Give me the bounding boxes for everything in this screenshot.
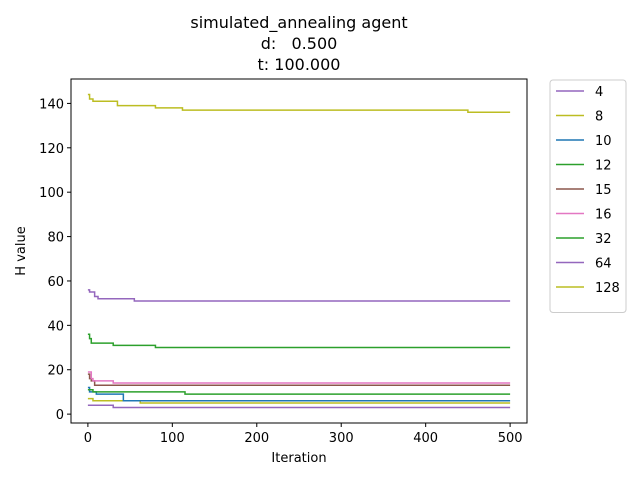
legend-frame <box>549 79 627 313</box>
y-tick-label: 40 <box>47 319 64 334</box>
series-line-64 <box>87 289 511 302</box>
y-tick-label: 0 <box>56 408 64 423</box>
legend-label-10: 10 <box>595 134 612 149</box>
chart-title-line: t: 100.000 <box>258 55 341 74</box>
legend-label-32: 32 <box>595 232 612 247</box>
chart-title-line: d: 0.500 <box>261 34 338 53</box>
series-line-8 <box>87 397 511 404</box>
legend-label-12: 12 <box>595 159 612 174</box>
series-line-4 <box>87 404 511 409</box>
x-tick-label: 0 <box>84 431 92 446</box>
x-tick-label: 300 <box>329 431 354 446</box>
x-tick-label: 100 <box>160 431 185 446</box>
y-axis-label: H value <box>14 226 29 275</box>
series-line-12 <box>87 388 511 395</box>
series-line-15 <box>87 373 511 387</box>
plot-area <box>87 93 511 409</box>
x-axis-label: Iteration <box>271 451 326 466</box>
plot-frame <box>70 78 528 424</box>
x-tick-label: 500 <box>498 431 523 446</box>
y-tick-label: 140 <box>39 97 64 112</box>
legend-label-4: 4 <box>595 85 603 100</box>
legend-label-8: 8 <box>595 110 603 125</box>
x-tick-label: 200 <box>244 431 269 446</box>
legend-label-15: 15 <box>595 183 612 198</box>
y-tick-label: 60 <box>47 275 64 290</box>
series-line-32 <box>87 333 511 349</box>
legend-label-16: 16 <box>595 208 612 223</box>
series-line-10 <box>87 386 511 402</box>
legend: 4 8 10 12 15 16 32 64 128 <box>549 79 627 313</box>
legend-label-64: 64 <box>595 257 612 272</box>
series-line-128 <box>87 93 511 114</box>
y-tick-label: 80 <box>47 231 64 246</box>
x-axis: 0 100 200 300 400 500 <box>84 423 523 446</box>
legend-label-128: 128 <box>595 281 620 296</box>
y-axis: 0 20 40 60 80 100 120 140 <box>39 97 71 423</box>
chart-title-line: simulated_annealing agent <box>190 13 407 33</box>
series-line-16 <box>87 371 511 384</box>
y-tick-label: 100 <box>39 186 64 201</box>
y-tick-label: 20 <box>47 364 64 379</box>
x-tick-label: 400 <box>413 431 438 446</box>
y-tick-label: 120 <box>39 142 64 157</box>
